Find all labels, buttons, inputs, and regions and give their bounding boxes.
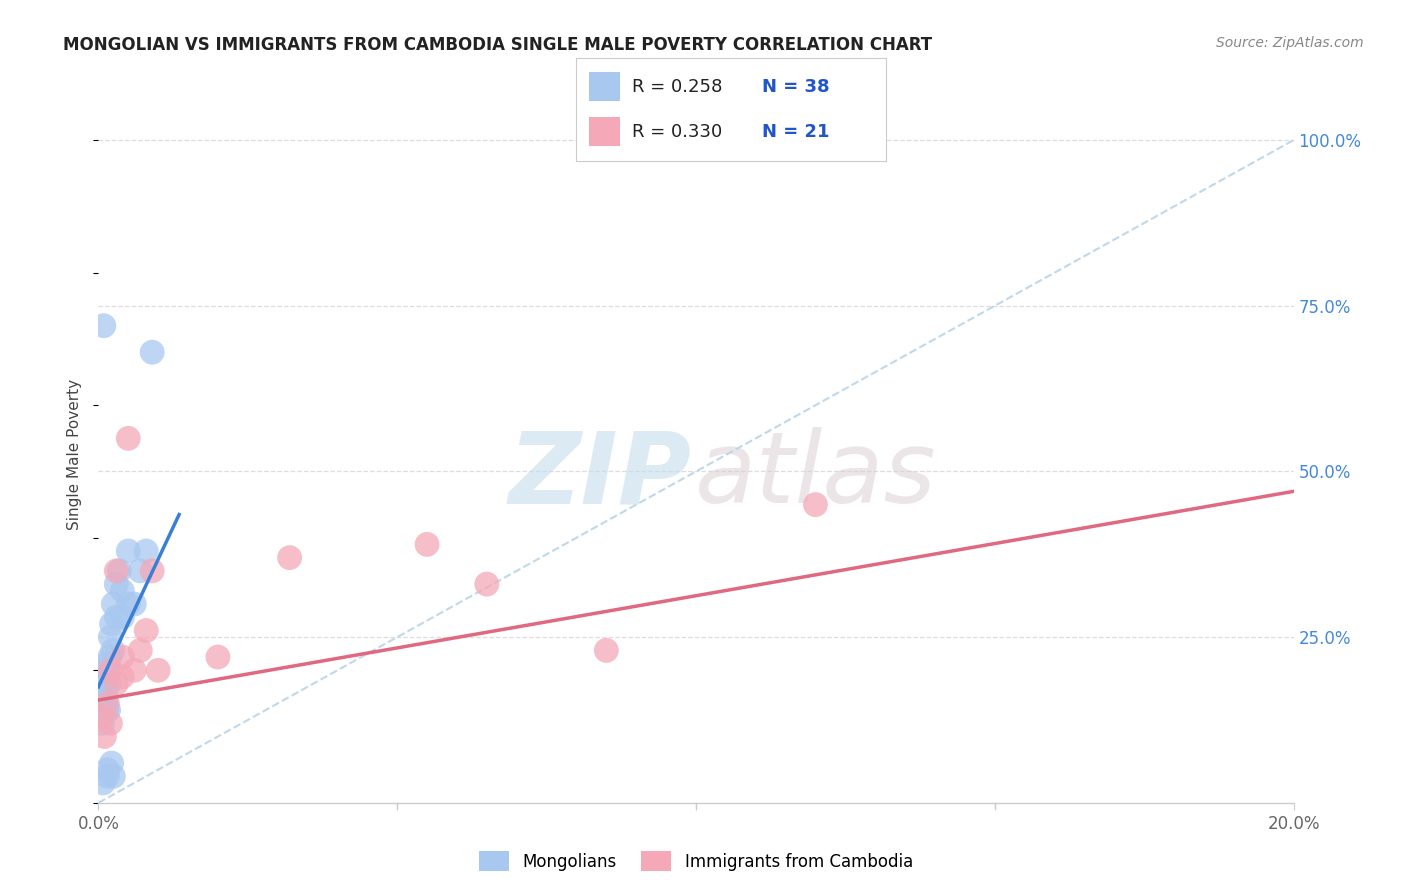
Point	[278, 550, 301, 565]
Legend: Mongolians, Immigrants from Cambodia: Mongolians, Immigrants from Cambodia	[472, 845, 920, 878]
Point	[207, 650, 229, 665]
Point	[108, 564, 131, 578]
Point	[111, 583, 134, 598]
Point	[91, 776, 114, 790]
Bar	[589, 118, 620, 146]
Point	[90, 709, 112, 723]
Point	[94, 693, 117, 707]
Point	[117, 544, 139, 558]
Text: R = 0.330: R = 0.330	[633, 123, 723, 141]
Point	[93, 730, 115, 744]
Point	[97, 657, 120, 671]
Point	[98, 650, 121, 665]
Point	[96, 703, 118, 717]
Point	[100, 756, 122, 770]
Point	[105, 564, 128, 578]
Point	[100, 630, 122, 644]
Point	[100, 663, 122, 677]
Point	[141, 564, 163, 578]
Point	[129, 564, 152, 578]
Point	[90, 709, 112, 723]
Text: N = 38: N = 38	[762, 78, 830, 95]
Point	[117, 431, 139, 445]
Point	[101, 643, 124, 657]
Point	[804, 498, 827, 512]
Point	[90, 690, 112, 704]
Point	[93, 318, 115, 333]
Point	[91, 697, 114, 711]
Point	[124, 597, 146, 611]
Point	[93, 663, 115, 677]
Text: N = 21: N = 21	[762, 123, 830, 141]
Text: ZIP: ZIP	[509, 427, 692, 524]
Point	[595, 643, 617, 657]
Y-axis label: Single Male Poverty: Single Male Poverty	[67, 379, 83, 531]
Point	[135, 544, 157, 558]
Point	[96, 769, 118, 783]
Point	[148, 663, 170, 677]
Text: MONGOLIAN VS IMMIGRANTS FROM CAMBODIA SINGLE MALE POVERTY CORRELATION CHART: MONGOLIAN VS IMMIGRANTS FROM CAMBODIA SI…	[63, 36, 932, 54]
Point	[91, 699, 114, 714]
Point	[100, 716, 122, 731]
Point	[96, 670, 118, 684]
Point	[141, 345, 163, 359]
Text: Source: ZipAtlas.com: Source: ZipAtlas.com	[1216, 36, 1364, 50]
Point	[475, 577, 498, 591]
Point	[98, 676, 121, 690]
Point	[111, 610, 134, 624]
Point	[103, 597, 125, 611]
Point	[96, 683, 118, 698]
Point	[96, 763, 118, 777]
Point	[111, 650, 134, 665]
Point	[96, 697, 118, 711]
Point	[135, 624, 157, 638]
Point	[111, 670, 134, 684]
Text: atlas: atlas	[695, 427, 936, 524]
Point	[89, 699, 111, 714]
Point	[97, 703, 120, 717]
Bar	[589, 72, 620, 101]
Point	[100, 616, 122, 631]
Point	[105, 676, 128, 690]
Point	[416, 537, 439, 551]
Point	[93, 676, 115, 690]
Point	[117, 597, 139, 611]
Point	[105, 577, 128, 591]
Point	[124, 663, 146, 677]
Point	[103, 769, 125, 783]
Point	[91, 716, 114, 731]
Point	[105, 610, 128, 624]
Point	[129, 643, 152, 657]
Point	[93, 683, 115, 698]
Text: R = 0.258: R = 0.258	[633, 78, 723, 95]
